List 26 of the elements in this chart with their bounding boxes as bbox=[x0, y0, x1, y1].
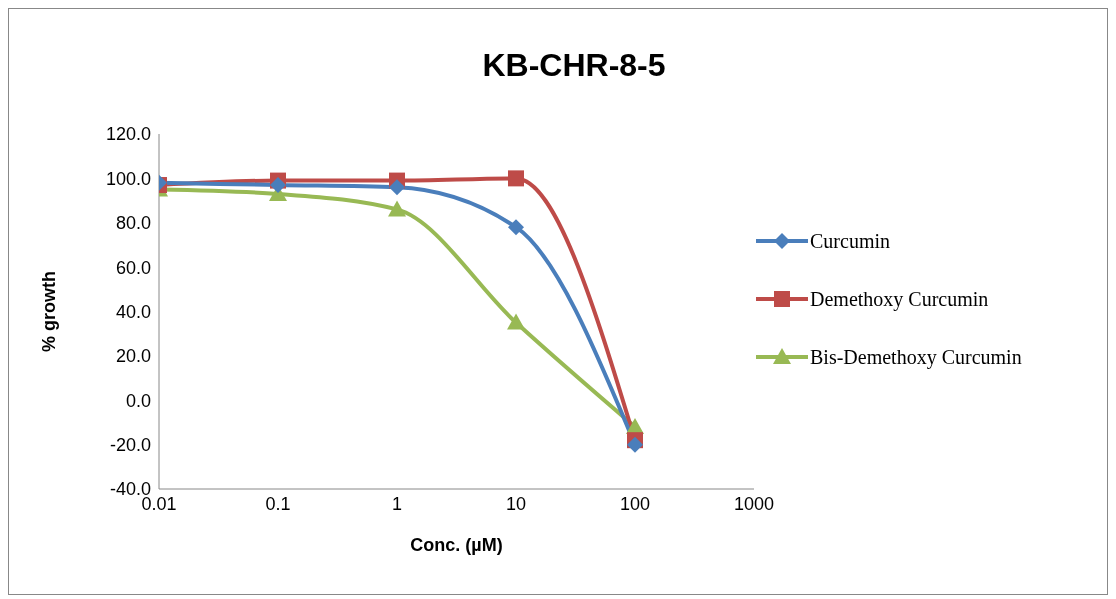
y-tick-label: 0.0 bbox=[125, 390, 151, 411]
x-axis-title: Conc. (µM) bbox=[410, 535, 503, 555]
point bbox=[389, 179, 405, 196]
y-tick-label: 80.0 bbox=[115, 213, 151, 234]
x-tick-label: 0.1 bbox=[265, 493, 291, 514]
legend-label: Bis-Demethoxy Curcumin bbox=[810, 345, 1022, 369]
legend-label: Curcumin bbox=[810, 229, 890, 253]
x-tick-label: 1000 bbox=[733, 493, 775, 514]
point bbox=[508, 219, 524, 236]
y-tick-label: 20.0 bbox=[115, 346, 151, 367]
y-axis-title: % growth bbox=[39, 271, 60, 352]
y-tick-label: 100.0 bbox=[105, 168, 151, 189]
legend-label: Demethoxy Curcumin bbox=[810, 287, 989, 311]
y-tick-label: 120.0 bbox=[105, 124, 151, 145]
y-tick-label: 40.0 bbox=[115, 301, 151, 322]
x-tick-label: 100 bbox=[619, 493, 651, 514]
point bbox=[507, 313, 525, 330]
point bbox=[270, 177, 286, 194]
y-tick-label: 60.0 bbox=[115, 257, 151, 278]
x-tick-label: 10 bbox=[505, 493, 527, 514]
y-tick-label: -20.0 bbox=[109, 435, 151, 456]
chart-title: KB-CHR-8-5 bbox=[481, 47, 667, 84]
x-tick-label: 1 bbox=[391, 493, 403, 514]
point bbox=[627, 436, 643, 453]
point bbox=[508, 170, 524, 187]
point bbox=[388, 200, 406, 217]
